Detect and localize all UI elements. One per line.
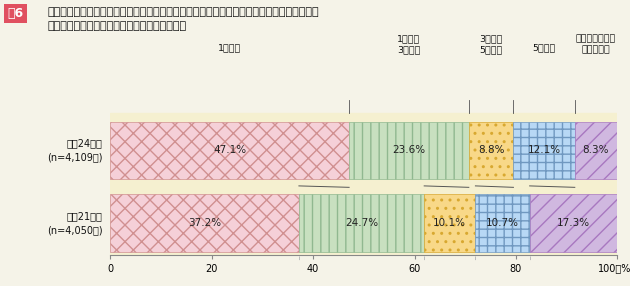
Text: 平成24年度
(n=4,109人): 平成24年度 (n=4,109人): [47, 138, 103, 162]
Text: 8.8%: 8.8%: [478, 145, 505, 155]
Bar: [476, 194, 530, 252]
Text: 3年以上
5年未満: 3年以上 5年未満: [479, 34, 503, 54]
Text: 1年以上
3年未満: 1年以上 3年未満: [398, 34, 421, 54]
Text: 図6: 図6: [8, 7, 24, 20]
Bar: [469, 122, 513, 179]
Text: 10.1%: 10.1%: [433, 218, 466, 228]
Text: 12.1%: 12.1%: [527, 145, 561, 155]
Text: 一度も受講した
ことがない: 一度も受講した ことがない: [576, 34, 616, 54]
Bar: [299, 194, 424, 252]
Bar: [575, 122, 617, 179]
Bar: [110, 122, 349, 179]
Bar: [530, 194, 617, 252]
Bar: [110, 194, 299, 252]
Text: 平成21年度
(n=4,050人): 平成21年度 (n=4,050人): [47, 211, 103, 235]
Text: 24.7%: 24.7%: [345, 218, 378, 228]
Text: 47.1%: 47.1%: [213, 145, 246, 155]
Bar: [424, 194, 476, 252]
Text: あなたが公務員倫理に関する内容がカリキュラムに組み込まれている研修等に最後に参加し
てからどのくらいの期間が経過していますか。: あなたが公務員倫理に関する内容がカリキュラムに組み込まれている研修等に最後に参加…: [47, 7, 319, 31]
Text: 37.2%: 37.2%: [188, 218, 221, 228]
Bar: [110, 113, 617, 187]
Text: 10.7%: 10.7%: [486, 218, 519, 228]
Text: 8.3%: 8.3%: [583, 145, 609, 155]
Bar: [110, 186, 617, 260]
Text: 5年以上: 5年以上: [532, 43, 556, 52]
Text: 17.3%: 17.3%: [557, 218, 590, 228]
Text: 1年未満: 1年未満: [218, 43, 241, 52]
Text: 23.6%: 23.6%: [392, 145, 425, 155]
Bar: [349, 122, 469, 179]
Bar: [513, 122, 575, 179]
